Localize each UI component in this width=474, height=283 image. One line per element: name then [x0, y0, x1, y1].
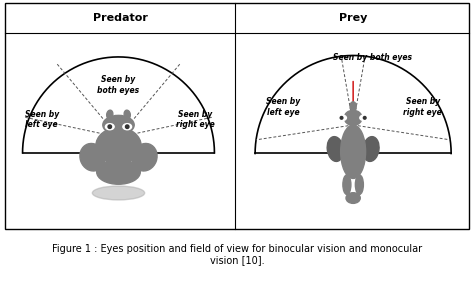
Ellipse shape [105, 124, 114, 130]
Text: Seen by
left eye: Seen by left eye [25, 110, 59, 129]
Ellipse shape [123, 124, 132, 130]
Ellipse shape [340, 117, 343, 119]
Ellipse shape [107, 110, 113, 119]
Ellipse shape [344, 110, 362, 125]
Ellipse shape [103, 115, 134, 134]
Text: Seen by
right eye: Seen by right eye [176, 110, 215, 129]
Ellipse shape [350, 102, 356, 111]
Ellipse shape [96, 128, 141, 164]
Ellipse shape [80, 143, 105, 171]
Ellipse shape [124, 110, 130, 119]
Ellipse shape [341, 125, 365, 179]
Text: Seen by
right eye: Seen by right eye [403, 97, 442, 117]
Ellipse shape [356, 175, 364, 194]
Ellipse shape [363, 137, 379, 161]
Ellipse shape [346, 193, 360, 203]
Text: Seen by
left eye: Seen by left eye [266, 97, 301, 117]
Ellipse shape [343, 175, 351, 194]
Ellipse shape [97, 160, 140, 184]
Ellipse shape [338, 115, 346, 121]
Ellipse shape [360, 115, 368, 121]
Ellipse shape [108, 125, 111, 128]
Text: Seen by
both eyes: Seen by both eyes [98, 75, 139, 95]
Text: Predator: Predator [93, 13, 148, 23]
Ellipse shape [132, 143, 157, 171]
Text: Prey: Prey [339, 13, 367, 23]
Text: Figure 1 : Eyes position and field of view for binocular vision and monocular
vi: Figure 1 : Eyes position and field of vi… [52, 244, 422, 265]
Ellipse shape [126, 125, 129, 128]
Ellipse shape [327, 137, 344, 161]
Ellipse shape [92, 186, 145, 200]
Text: Seen by both eyes: Seen by both eyes [333, 53, 412, 62]
Ellipse shape [364, 117, 366, 119]
